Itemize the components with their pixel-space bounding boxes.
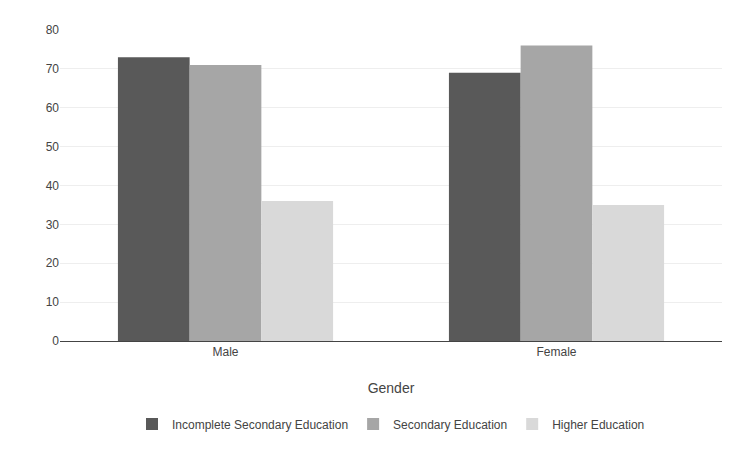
svg-text:Higher Education: Higher Education [552, 418, 644, 432]
svg-text:30: 30 [46, 218, 60, 232]
svg-text:Gender: Gender [368, 380, 415, 396]
svg-text:Male: Male [212, 345, 238, 359]
svg-text:50: 50 [46, 140, 60, 154]
svg-text:70: 70 [46, 62, 60, 76]
svg-text:80: 80 [46, 23, 60, 37]
svg-text:40: 40 [46, 179, 60, 193]
svg-text:0: 0 [52, 334, 59, 348]
svg-text:Incomplete Secondary Education: Incomplete Secondary Education [172, 418, 348, 432]
svg-text:60: 60 [46, 101, 60, 115]
svg-text:Secondary Education: Secondary Education [393, 418, 507, 432]
svg-text:20: 20 [46, 256, 60, 270]
svg-text:Female: Female [536, 345, 576, 359]
svg-text:10: 10 [46, 295, 60, 309]
